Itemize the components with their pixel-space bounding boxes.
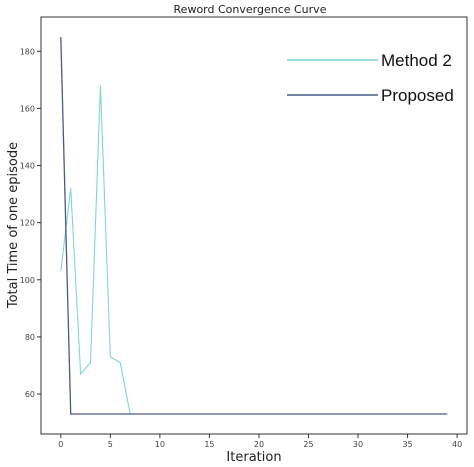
x-tick-label: 15 [204,440,214,449]
x-axis-ticks: 0 5 10 15 20 25 30 35 40 [58,434,462,449]
y-tick-label: 120 [20,219,35,228]
series-line-proposed [60,36,448,415]
y-tick-label: 60 [25,390,35,399]
series-layer [60,36,448,415]
x-tick-label: 40 [452,440,462,449]
x-tick-label: 5 [108,440,113,449]
x-axis-title: Iteration [226,450,281,465]
y-tick-label: 140 [20,162,35,171]
y-axis-title: Total Time of one episode [6,142,21,309]
y-tick-label: 100 [20,276,35,285]
chart-title: Reword Convergence Curve [174,3,327,16]
legend-label-method-2: Method 2 [381,51,452,70]
y-axis-ticks: 60 80 100 120 140 160 180 [20,47,41,399]
legend-label-proposed: Proposed [381,86,454,105]
y-tick-label: 160 [20,104,35,113]
x-tick-label: 25 [303,440,313,449]
y-tick-label: 80 [25,333,35,342]
x-tick-label: 10 [155,440,165,449]
x-tick-label: 30 [353,440,363,449]
legend: Method 2 Proposed [287,51,454,105]
series-line-method-2 [60,85,448,415]
x-tick-label: 35 [402,440,412,449]
plot-area-frame [40,16,468,435]
x-tick-label: 0 [58,440,63,449]
y-tick-label: 180 [20,47,35,56]
x-tick-label: 20 [254,440,264,449]
